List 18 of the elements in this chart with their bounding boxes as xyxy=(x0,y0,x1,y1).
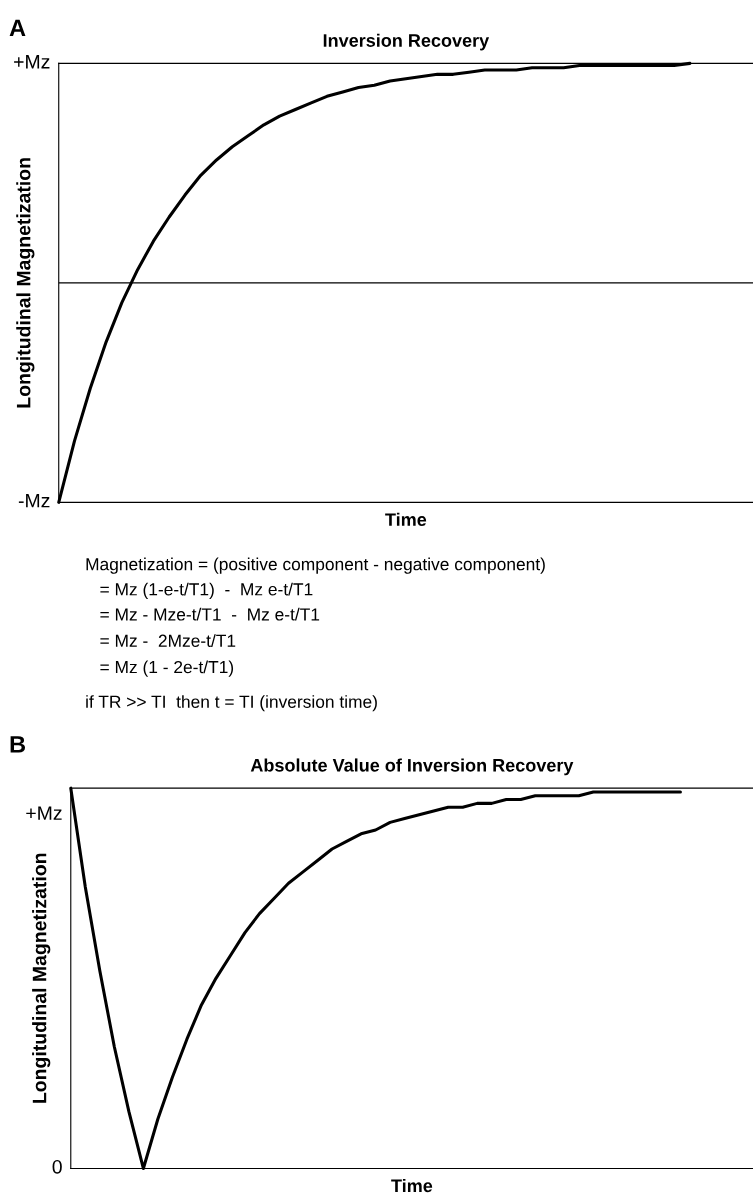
y-axis-title: Longitudinal Magnetization xyxy=(16,158,35,408)
y-axis-title: Longitudinal Magnetization xyxy=(32,853,51,1103)
chart-title: Absolute Value of Inversion Recovery xyxy=(250,758,574,776)
text: Magnetization = (positive component - negative component) xyxy=(86,557,545,574)
text: B xyxy=(10,736,26,753)
text: 0 xyxy=(52,1159,62,1174)
x-axis-title: Time xyxy=(391,1178,433,1193)
text: A xyxy=(9,19,26,37)
text: = Mz (1-e-t/T1) - Mz e-t/T1 xyxy=(100,582,313,599)
x-axis-title: Time xyxy=(385,512,427,526)
chart-title: Inversion Recovery xyxy=(323,33,490,51)
text: +Mz xyxy=(14,55,50,69)
text: -Mz xyxy=(18,493,50,508)
text: = Mz - 2Mze-t/T1 xyxy=(100,634,236,647)
text: = Mz (1 - 2e-t/T1) xyxy=(100,660,234,677)
text: = Mz - Mze-t/T1 - Mz e-t/T1 xyxy=(100,607,320,621)
text: if TR >> TI then t = TI (inversion time) xyxy=(86,695,377,712)
text: +Mz xyxy=(26,806,62,820)
